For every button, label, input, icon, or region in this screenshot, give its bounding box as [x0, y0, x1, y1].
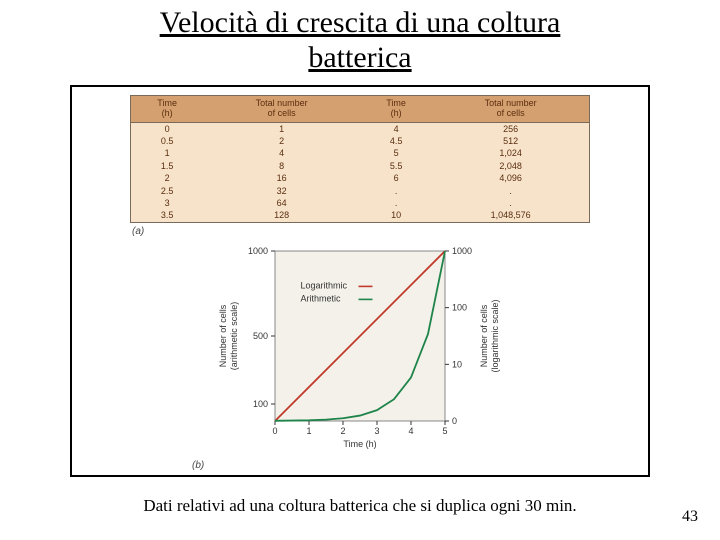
table-row: 1.585.52,048 [131, 160, 589, 172]
figure-frame: Time (h) Total number of cells Time (h) … [70, 85, 650, 477]
page-title: Velocità di crescita di una coltura batt… [0, 0, 720, 75]
table-cell: 1,048,576 [432, 209, 589, 221]
table-cell: 10 [360, 209, 432, 221]
svg-text:10: 10 [452, 359, 462, 369]
table-cell: 512 [432, 135, 589, 147]
figure-caption: Dati relativi ad una coltura batterica c… [0, 496, 720, 516]
table-cell: 2.5 [131, 185, 203, 197]
table-cell: 8 [203, 160, 360, 172]
table-cell: 6 [360, 172, 432, 184]
svg-text:Number of cells: Number of cells [218, 304, 228, 367]
svg-text:0: 0 [272, 426, 277, 436]
panel-a-label: (a) [132, 226, 638, 237]
chart-svg: 012345Time (h)1005001000Number of cells(… [210, 241, 510, 459]
svg-text:100: 100 [452, 302, 467, 312]
table-cell: 0 [131, 122, 203, 135]
table-row: 014256 [131, 122, 589, 135]
table: Time (h) Total number of cells Time (h) … [131, 96, 589, 222]
table-row: 21664,096 [131, 172, 589, 184]
table-cell: 0.5 [131, 135, 203, 147]
table-cell: 16 [203, 172, 360, 184]
svg-text:5: 5 [442, 426, 447, 436]
panel-b-label: (b) [192, 460, 204, 471]
page-number: 43 [682, 508, 698, 526]
svg-text:(logarithmic scale): (logarithmic scale) [490, 299, 500, 372]
table-cell: 2,048 [432, 160, 589, 172]
table-cell: 256 [432, 122, 589, 135]
svg-text:1: 1 [306, 426, 311, 436]
table-cell: 1 [131, 147, 203, 159]
table-cell: . [432, 197, 589, 209]
title-line-2: batterica [308, 41, 411, 74]
growth-chart: 012345Time (h)1005001000Number of cells(… [210, 241, 510, 459]
table-cell: . [360, 185, 432, 197]
table-cell: 4,096 [432, 172, 589, 184]
table-cell: 1,024 [432, 147, 589, 159]
table-row: 0.524.5512 [131, 135, 589, 147]
svg-text:3: 3 [374, 426, 379, 436]
table-cell: 32 [203, 185, 360, 197]
growth-data-table: Time (h) Total number of cells Time (h) … [130, 95, 590, 223]
svg-text:1000: 1000 [452, 246, 472, 256]
table-cell: 3.5 [131, 209, 203, 221]
table-cell: 4 [203, 147, 360, 159]
table-row: 364.. [131, 197, 589, 209]
table-row: 3.5128101,048,576 [131, 209, 589, 221]
svg-text:Number of cells: Number of cells [479, 304, 489, 367]
svg-text:Logarithmic: Logarithmic [301, 280, 348, 290]
table-cell: . [360, 197, 432, 209]
table-cell: 64 [203, 197, 360, 209]
title-line-1: Velocità di crescita di una coltura [160, 6, 561, 39]
table-cell: 5 [360, 147, 432, 159]
table-cell: 5.5 [360, 160, 432, 172]
svg-text:500: 500 [253, 331, 268, 341]
table-cell: 128 [203, 209, 360, 221]
table-cell: 2 [131, 172, 203, 184]
table-row: 2.532.. [131, 185, 589, 197]
table-cell: 4.5 [360, 135, 432, 147]
svg-text:4: 4 [408, 426, 413, 436]
col-header-time-2: Time (h) [360, 96, 432, 122]
table-cell: 1 [203, 122, 360, 135]
table-cell: 1.5 [131, 160, 203, 172]
svg-text:2: 2 [340, 426, 345, 436]
col-header-cells-1: Total number of cells [203, 96, 360, 122]
col-header-time-1: Time (h) [131, 96, 203, 122]
svg-text:Arithmetic: Arithmetic [301, 293, 342, 303]
svg-text:Time (h): Time (h) [343, 439, 376, 449]
table-cell: 2 [203, 135, 360, 147]
svg-text:(arithmetic scale): (arithmetic scale) [229, 301, 239, 370]
svg-text:100: 100 [253, 399, 268, 409]
table-row: 1451,024 [131, 147, 589, 159]
svg-text:1000: 1000 [248, 246, 268, 256]
table-cell: 4 [360, 122, 432, 135]
col-header-cells-2: Total number of cells [432, 96, 589, 122]
svg-text:0: 0 [452, 416, 457, 426]
table-cell: . [432, 185, 589, 197]
table-cell: 3 [131, 197, 203, 209]
